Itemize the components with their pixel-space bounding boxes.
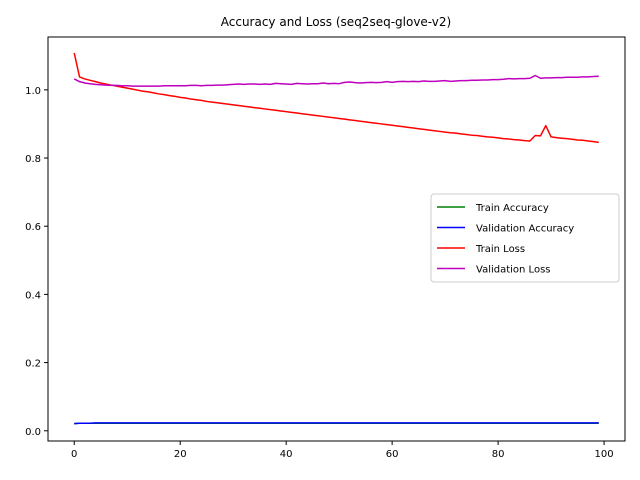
legend-label: Train Loss [475,244,525,255]
legend-label: Train Accuracy [475,203,549,214]
series-line-validation-loss [73,74,599,87]
axes-frame [47,36,626,442]
legend-label: Validation Loss [476,265,551,276]
plot-area [73,52,599,425]
y-tick-label: 0.4 [25,290,41,301]
chart-title: Accuracy and Loss (seq2seq-glove-v2) [221,15,451,29]
y-tick-label: 0.0 [25,427,41,438]
x-tick-label: 0 [71,449,77,460]
x-tick-label: 80 [492,449,505,460]
x-tick-label: 60 [386,449,399,460]
y-tick-label: 0.8 [25,154,41,165]
x-tick-label: 20 [174,449,187,460]
y-tick-label: 0.2 [25,359,41,370]
series-line-train-loss [73,52,599,144]
legend: Train Accuracy Validation Accuracy Train L… [430,193,620,283]
x-tick-label: 100 [595,449,614,460]
series-line-validation-accuracy [74,422,599,425]
x-tick-label: 40 [280,449,293,460]
y-tick-label: 1.0 [25,86,41,97]
y-tick-label: 0.6 [25,222,41,233]
legend-label: Validation Accuracy [476,224,574,235]
legend-box [430,193,620,283]
